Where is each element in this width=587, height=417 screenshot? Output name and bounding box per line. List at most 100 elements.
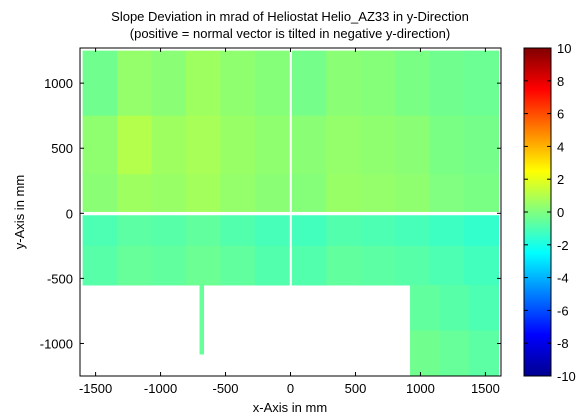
- x-tick-label: 500: [345, 381, 367, 396]
- heatmap-cell: [439, 284, 470, 332]
- heatmap-cell: [291, 115, 327, 175]
- heatmap-cell: [185, 215, 221, 247]
- heatmap-cell: [254, 115, 290, 175]
- heatmap-cell: [254, 50, 290, 117]
- colorbar-tick-label: -6: [557, 303, 569, 318]
- heatmap-cell: [291, 50, 327, 117]
- colorbar-tick-label: 6: [557, 107, 564, 122]
- heatmap-cell: [429, 215, 465, 247]
- heatmap-cell: [291, 215, 327, 247]
- x-axis: -1500 -1000 -500 0 500 1000 1500: [79, 48, 500, 396]
- y-tick-label: 1000: [44, 76, 73, 91]
- colorbar-tick-label: -2: [557, 238, 569, 253]
- heatmap-cell: [185, 245, 221, 286]
- heatmap-cell: [326, 50, 362, 117]
- heatmap-cell: [185, 50, 221, 117]
- heatmap-cell: [463, 115, 500, 175]
- heatmap-cell: [117, 115, 153, 175]
- heatmap-cell: [82, 245, 118, 286]
- heatmap-cell: [254, 245, 290, 286]
- y-tick-label: 500: [51, 141, 73, 156]
- heatmap-cell: [395, 174, 431, 212]
- heatmap-cell: [429, 174, 465, 212]
- x-tick-label: 1500: [471, 381, 500, 396]
- colorbar-tick-label: -8: [557, 336, 569, 351]
- heatmap-cell: [185, 174, 221, 212]
- heatmap-cell: [199, 284, 203, 355]
- heatmap-cell: [360, 245, 396, 286]
- y-axis: -1000 -500 0 500 1000: [40, 76, 501, 351]
- heatmap-cell: [117, 245, 153, 286]
- heatmap-cell: [151, 245, 187, 286]
- heatmap-cell: [360, 50, 396, 117]
- heatmap-cell: [220, 115, 256, 175]
- heatmap-cell: [82, 115, 118, 175]
- colorbar-tick-label: 0: [557, 205, 564, 220]
- heatmap-cell: [117, 215, 153, 247]
- x-tick-label: 0: [287, 381, 294, 396]
- heatmap-cell: [326, 174, 362, 212]
- heatmap-cell: [395, 115, 431, 175]
- heatmap-cell: [429, 245, 465, 286]
- heatmap-cell: [82, 50, 118, 117]
- chart-title-line-2: (positive = normal vector is tilted in n…: [130, 26, 450, 41]
- heatmap-cell: [220, 215, 256, 247]
- heatmap-cell: [360, 115, 396, 175]
- heatmap-cell: [117, 174, 153, 212]
- colorbar-ticks: 10 8 6 4 2 0 -2 -4 -6 -8 -10: [524, 41, 576, 384]
- colorbar-tick-label: 8: [557, 74, 564, 89]
- heatmap-cell: [201, 284, 205, 355]
- x-tick-label: -1500: [79, 381, 112, 396]
- colorbar-tick-label: 2: [557, 172, 564, 187]
- colorbar-tick-label: 4: [557, 139, 564, 154]
- heatmap-cell: [410, 330, 441, 376]
- heatmap-cell: [395, 215, 431, 247]
- facet-lower-right: [291, 215, 500, 286]
- facet-lower-left: [82, 215, 290, 286]
- facet-upper-right: [291, 50, 500, 212]
- heatmap-cell: [463, 245, 500, 286]
- heatmap-cell: [291, 245, 327, 286]
- heatmap-cell: [151, 215, 187, 247]
- heatmap-cell: [151, 174, 187, 212]
- heatmap-cell: [220, 174, 256, 212]
- heatmap-cell: [151, 50, 187, 117]
- heatmap-cell: [463, 174, 500, 212]
- x-axis-label: x-Axis in mm: [253, 400, 327, 415]
- heatmap-cell: [220, 245, 256, 286]
- heatmap-cell: [326, 245, 362, 286]
- chart-title-line-1: Slope Deviation in mrad of Heliostat Hel…: [111, 9, 469, 24]
- heatmap-cell: [326, 215, 362, 247]
- heatmap-cell: [395, 50, 431, 117]
- x-tick-label: 1000: [406, 381, 435, 396]
- heatmap-cell: [439, 330, 470, 376]
- colorbar-tick-label: 10: [557, 41, 571, 56]
- heatmap-cell: [429, 115, 465, 175]
- heatmap-cell: [468, 330, 500, 376]
- facet-narrow-strip: [199, 284, 205, 355]
- heatmap-cell: [82, 174, 118, 212]
- y-axis-label: y-Axis in mm: [12, 175, 27, 249]
- heatmap-cell: [254, 174, 290, 212]
- x-tick-label: -1000: [144, 381, 177, 396]
- heatmap-cell: [395, 245, 431, 286]
- heatmap-cell: [410, 284, 441, 332]
- heatmap-cell: [463, 215, 500, 247]
- heatmap-surface: [82, 50, 500, 376]
- colorbar-tick-label: -10: [557, 369, 576, 384]
- y-tick-label: -1000: [40, 336, 73, 351]
- facet-lower-right-extension: [410, 284, 500, 376]
- y-tick-label: -500: [47, 271, 73, 286]
- heatmap-cell: [82, 215, 118, 247]
- heatmap-cell: [326, 115, 362, 175]
- heatmap-cell: [360, 174, 396, 212]
- facet-upper-left: [82, 50, 290, 212]
- heatmap-cell: [254, 215, 290, 247]
- heatmap-cell: [151, 115, 187, 175]
- colorbar: [523, 47, 552, 377]
- y-tick-label: 0: [66, 206, 73, 221]
- heatmap-cell: [468, 284, 500, 332]
- heatmap-cell: [291, 174, 327, 212]
- colorbar-tick-label: -4: [557, 271, 569, 286]
